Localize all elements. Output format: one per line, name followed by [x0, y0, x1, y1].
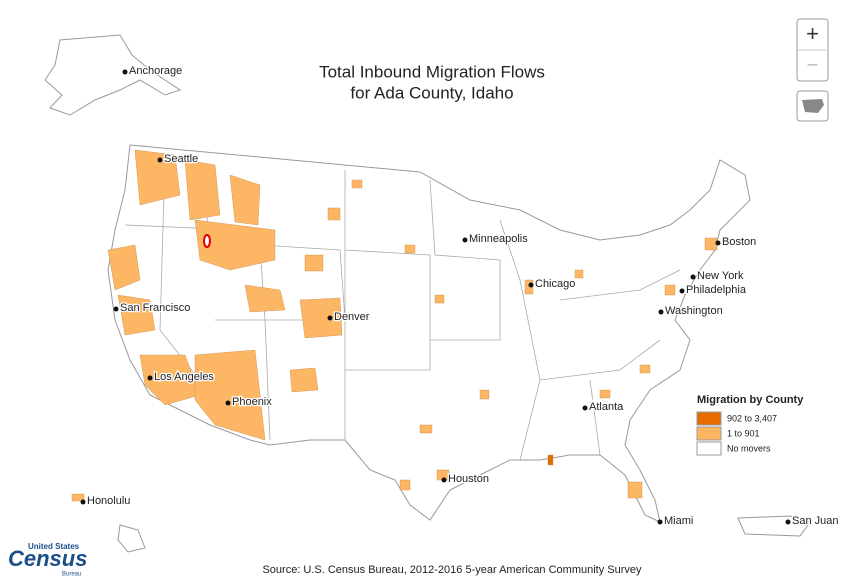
city-label: New York: [697, 270, 744, 282]
city-dot: [441, 477, 447, 483]
ada-county: [203, 234, 211, 248]
city-label: Anchorage: [129, 65, 182, 77]
county: [704, 237, 718, 251]
county: [639, 364, 651, 374]
legend-label: 1 to 901: [727, 428, 760, 438]
puerto-rico: [737, 515, 811, 537]
county: [184, 159, 221, 221]
city-label: Houston: [448, 473, 489, 485]
city-dot: [327, 315, 333, 321]
city-label: Miami: [664, 515, 693, 527]
city-dot: [715, 240, 721, 246]
county: [299, 297, 343, 339]
city-dot: [582, 405, 588, 411]
city-dot: [528, 282, 534, 288]
logo-line: Census: [8, 546, 87, 571]
city-label: Phoenix: [232, 396, 272, 408]
city-label: Chicago: [535, 278, 575, 290]
city-label: San Francisco: [120, 302, 190, 314]
city-dot: [657, 519, 663, 525]
legend: Migration by County 902 to 3,407 1 to 901…: [696, 394, 804, 456]
county: [664, 284, 676, 296]
city-labels: Anchorage Seattle Minneapolis Boston New Yor…: [80, 64, 840, 528]
county: [289, 367, 319, 393]
city-dot: [157, 157, 163, 163]
city-label: San Juan: [792, 515, 838, 527]
city-dot: [690, 274, 696, 280]
county: [479, 389, 490, 400]
hawaii: [117, 524, 146, 553]
logo-line: United States: [28, 542, 80, 551]
legend-title: Migration by County: [697, 394, 804, 406]
county: [351, 179, 363, 189]
county: [627, 481, 643, 499]
county: [599, 389, 611, 399]
legend-label: 902 to 3,407: [727, 413, 777, 423]
city-label: Denver: [334, 311, 370, 323]
county: [139, 354, 201, 406]
zoom-in-button[interactable]: +: [806, 21, 819, 46]
legend-swatch: [696, 441, 722, 456]
county: [434, 294, 445, 304]
city-dot: [658, 309, 664, 315]
county: [107, 244, 141, 291]
legend-swatch: [696, 411, 722, 426]
city-label: Boston: [722, 236, 756, 248]
city-label: Honolulu: [87, 495, 130, 507]
county: [244, 284, 286, 313]
county: [574, 269, 584, 279]
county: [327, 207, 341, 221]
alaska: [44, 34, 182, 116]
city-label: Minneapolis: [469, 233, 528, 245]
county: [399, 479, 411, 491]
city-dot: [785, 519, 791, 525]
county: [134, 149, 181, 206]
city-label: Seattle: [164, 153, 198, 165]
legend-swatch: [696, 426, 722, 441]
city-dot: [122, 69, 128, 75]
city-dot: [225, 400, 231, 406]
county: [229, 174, 261, 226]
county: [194, 219, 276, 271]
zoom-controls: + −: [796, 18, 829, 122]
city-dot: [113, 306, 119, 312]
county: [117, 294, 156, 336]
city-label: Atlanta: [589, 401, 624, 413]
county: [404, 244, 416, 254]
county: [194, 349, 266, 441]
census-logo: United States Census Bureau: [8, 542, 87, 577]
zoom-out-button[interactable]: −: [807, 54, 819, 76]
logo-line: Bureau: [62, 572, 81, 578]
county: [419, 424, 433, 434]
city-dot: [147, 375, 153, 381]
county: [524, 279, 534, 295]
city-label: Los Angeles: [154, 371, 214, 383]
city-dot: [679, 288, 685, 294]
city-label: Washington: [665, 305, 723, 317]
legend-label: No movers: [727, 443, 771, 453]
title-line: for Ada County, Idaho: [350, 83, 513, 102]
city-dot: [80, 499, 86, 505]
county: [547, 454, 554, 466]
city-dot: [462, 237, 468, 243]
city-label: Philadelphia: [686, 284, 747, 296]
source-note: Source: U.S. Census Bureau, 2012-2016 5-…: [262, 564, 642, 576]
county: [304, 254, 324, 272]
reset-icon: [802, 99, 824, 113]
migration-counties: [107, 149, 718, 499]
title-line: Total Inbound Migration Flows: [319, 62, 545, 81]
hawaii-county: [71, 493, 85, 502]
